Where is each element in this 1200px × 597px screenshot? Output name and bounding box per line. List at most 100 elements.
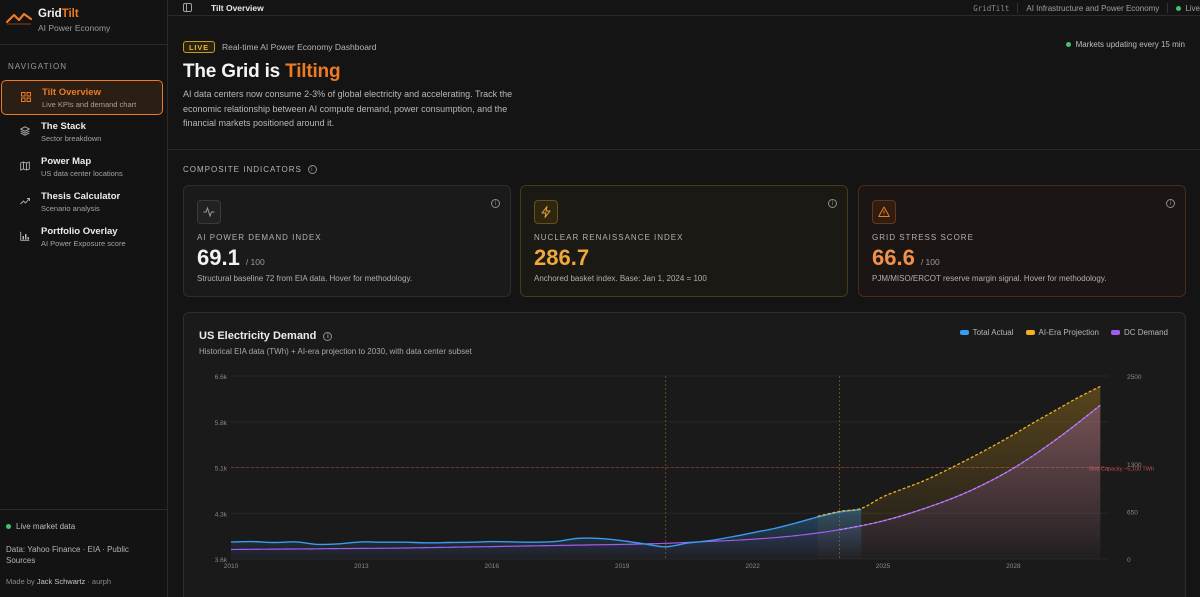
sidebar-item-subtitle: US data center locations bbox=[41, 169, 123, 178]
legend-swatch bbox=[1025, 330, 1035, 335]
hero-description: AI data centers now consume 2-3% of glob… bbox=[183, 89, 513, 128]
electricity-demand-chart-panel: 3.6k 4.3k 5.1k 5.8k 6.6k 0 650 1300 2500 2010 2013… bbox=[183, 312, 1186, 597]
made-by-credit: Made by Jack Schwartz · aurph bbox=[6, 577, 112, 586]
info-icon[interactable]: i bbox=[491, 199, 500, 208]
x-tick-label: 2025 bbox=[876, 563, 891, 570]
y-left-tick-label: 5.8k bbox=[215, 420, 228, 427]
live-badge: LIVE bbox=[183, 41, 215, 53]
card-value-row: 69.1 / 100 bbox=[197, 245, 265, 271]
total-actual-area bbox=[231, 509, 862, 559]
divider bbox=[1017, 3, 1019, 13]
sidebar-item-subtitle: Sector breakdown bbox=[41, 134, 102, 143]
x-tick-label: 2013 bbox=[354, 563, 369, 570]
page-title: Tilt Overview bbox=[211, 3, 264, 13]
x-tick-label: 2028 bbox=[1006, 563, 1021, 570]
card-label: AI POWER DEMAND INDEX bbox=[197, 233, 322, 242]
legend-swatch bbox=[959, 330, 969, 335]
sidebar-item-title: Portfolio Overlay bbox=[41, 226, 118, 237]
grid-icon bbox=[21, 92, 31, 102]
sidebar-item-title: Tilt Overview bbox=[42, 87, 101, 98]
pulse-icon bbox=[197, 200, 221, 224]
y-right-tick-label: 650 bbox=[1127, 509, 1138, 516]
total-actual-line bbox=[230, 508, 862, 548]
composite-indicators-heading: COMPOSITE INDICATORS i bbox=[183, 165, 317, 174]
sidebar-item-portfolio-overlay[interactable]: Portfolio Overlay AI Power Exposure scor… bbox=[1, 220, 163, 255]
chart-title: US Electricity Demand i bbox=[199, 330, 333, 342]
electricity-demand-chart[interactable]: 3.6k 4.3k 5.1k 5.8k 6.6k 0 650 1300 2500 2010 2013… bbox=[184, 313, 1186, 597]
chart-subtitle: Historical EIA data (TWh) + AI-era proje… bbox=[199, 347, 472, 356]
card-value: 66.6 bbox=[872, 245, 915, 270]
sidebar-nav: Tilt Overview Live KPIs and demand chart… bbox=[1, 80, 163, 255]
top-bar-meta: GridTilt AI Infrastructure and Power Eco… bbox=[973, 3, 1200, 13]
hero-title: The Grid is Tilting bbox=[183, 61, 341, 82]
card-value: 286.7 bbox=[534, 245, 590, 270]
live-dot-icon bbox=[6, 524, 11, 529]
card-value-row: 286.7 bbox=[534, 245, 589, 271]
legend-item-total-actual[interactable]: Total Actual bbox=[959, 328, 1014, 337]
sidebar-item-thesis-calculator[interactable]: Thesis Calculator Scenario analysis bbox=[1, 185, 163, 220]
card-label: GRID STRESS SCORE bbox=[872, 233, 974, 242]
legend-item-ai-era-projection[interactable]: AI-Era Projection bbox=[1025, 328, 1099, 337]
live-dot-icon bbox=[1176, 5, 1182, 11]
card-label: NUCLEAR RENAISSANCE INDEX bbox=[534, 233, 684, 242]
context-label: AI Infrastructure and Power Economy bbox=[1026, 3, 1160, 13]
app-id: GridTilt bbox=[973, 3, 1010, 13]
divider bbox=[0, 44, 167, 45]
brand-subtitle: AI Power Economy bbox=[38, 23, 111, 33]
live-status: Live bbox=[1185, 3, 1200, 13]
market-update-status: Markets updating every 15 min bbox=[1065, 40, 1185, 49]
card-note: PJM/MISO/ERCOT reserve margin signal. Ho… bbox=[872, 274, 1107, 283]
y-right-tick-label: 1300 bbox=[1127, 462, 1142, 469]
trend-icon bbox=[20, 196, 30, 206]
divider bbox=[1167, 3, 1169, 13]
y-left-tick-label: 5.1k bbox=[215, 466, 228, 473]
card-unit: / 100 bbox=[245, 257, 265, 267]
sidebar: GridTilt AI Power Economy NAVIGATION Til… bbox=[0, 0, 168, 597]
sidebar-toggle-icon[interactable] bbox=[183, 3, 192, 12]
live-market-label: Live market data bbox=[16, 522, 76, 531]
sidebar-item-title: Thesis Calculator bbox=[41, 191, 121, 202]
card-note: Structural baseline 72 from EIA data. Ho… bbox=[197, 274, 413, 283]
ai-power-demand-card[interactable]: i AI POWER DEMAND INDEX 69.1 / 100 Struc… bbox=[183, 185, 511, 297]
bolt-icon bbox=[534, 200, 558, 224]
sidebar-item-the-stack[interactable]: The Stack Sector breakdown bbox=[1, 115, 163, 150]
top-bar: Tilt Overview GridTilt AI Infrastructure… bbox=[168, 0, 1200, 16]
dc-demand-projection-line bbox=[839, 404, 1101, 531]
card-value: 69.1 bbox=[197, 245, 240, 270]
brand[interactable]: GridTilt AI Power Economy bbox=[6, 8, 110, 33]
layers-icon bbox=[19, 126, 31, 136]
y-left-tick-label: 3.6k bbox=[215, 557, 228, 564]
hero-section: LIVE Real-time AI Power Economy Dashboar… bbox=[168, 17, 1200, 150]
sidebar-item-power-map[interactable]: Power Map US data center locations bbox=[1, 150, 163, 185]
x-tick-label: 2022 bbox=[745, 563, 760, 570]
live-market-status: Live market data bbox=[6, 522, 75, 531]
x-tick-label: 2016 bbox=[485, 563, 500, 570]
sidebar-item-subtitle: AI Power Exposure score bbox=[41, 239, 126, 248]
warning-icon bbox=[872, 200, 896, 224]
y-right-tick-label: 0 bbox=[1127, 557, 1131, 564]
y-left-tick-label: 4.3k bbox=[215, 511, 228, 518]
sidebar-item-subtitle: Scenario analysis bbox=[41, 204, 100, 213]
projection-line bbox=[817, 385, 1101, 517]
sidebar-item-subtitle: Live KPIs and demand chart bbox=[42, 100, 137, 109]
info-icon[interactable]: i bbox=[307, 165, 317, 174]
x-tick-label: 2010 bbox=[224, 563, 239, 570]
nav-heading: NAVIGATION bbox=[8, 62, 68, 71]
x-tick-label: 2019 bbox=[615, 563, 630, 570]
sidebar-item-tilt-overview[interactable]: Tilt Overview Live KPIs and demand chart bbox=[1, 80, 163, 115]
data-source-text: Data: Yahoo Finance · EIA · Public Sourc… bbox=[6, 545, 129, 565]
legend-item-dc-demand[interactable]: DC Demand bbox=[1110, 328, 1168, 337]
grid-capacity-label: Grid Capacity ~5,100 TWh bbox=[1089, 467, 1154, 473]
grid-stress-card[interactable]: i GRID STRESS SCORE 66.6 / 100 PJM/MISO/… bbox=[858, 185, 1186, 297]
info-icon[interactable]: i bbox=[1166, 199, 1175, 208]
card-note: Anchored basket index. Base: Jan 1, 2024… bbox=[534, 274, 707, 283]
map-icon bbox=[20, 161, 30, 171]
info-icon[interactable]: i bbox=[323, 331, 333, 341]
nuclear-renaissance-card[interactable]: i NUCLEAR RENAISSANCE INDEX 286.7 Anchor… bbox=[520, 185, 848, 297]
legend-swatch bbox=[1110, 330, 1120, 335]
y-left-tick-label: 6.6k bbox=[215, 374, 228, 381]
author-link[interactable]: Jack Schwartz bbox=[36, 577, 86, 586]
sidebar-item-title: Power Map bbox=[41, 156, 92, 167]
info-icon[interactable]: i bbox=[828, 199, 837, 208]
chart-legend: Total Actual AI-Era Projection DC Demand bbox=[959, 328, 1168, 337]
